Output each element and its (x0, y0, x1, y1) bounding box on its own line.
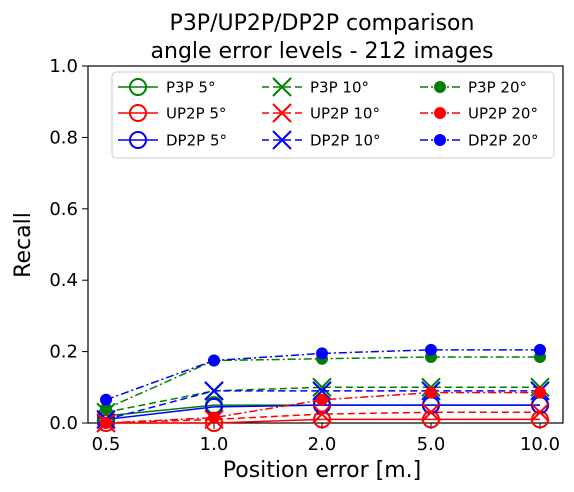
x-tick-label: 1.0 (200, 434, 229, 455)
legend-item: UP2P 10° (262, 103, 380, 123)
series-line (105, 411, 540, 424)
x-marker-stroke (312, 377, 332, 398)
data-point (534, 386, 546, 399)
data-point (208, 354, 220, 367)
legend-item: P3P 20° (420, 79, 527, 97)
series-up2p-20 (100, 386, 546, 429)
legend-label: UP2P 20° (468, 105, 538, 123)
data-point (421, 402, 441, 422)
x-tick-label: 5.0 (417, 434, 446, 455)
legend-marker (129, 131, 147, 149)
y-tick-label: 0.0 (49, 413, 78, 434)
legend-item: P3P 5° (118, 78, 215, 97)
x-marker-stroke (204, 381, 224, 401)
legend-item: P3P 10° (262, 77, 369, 97)
series-layer (96, 343, 550, 433)
legend-marker (434, 107, 446, 119)
x-marker-stroke (272, 77, 292, 97)
legend: P3P 5° UP2P 5° DP2P 5° P3P 10° UP2P 10° DP2P … (111, 71, 555, 159)
legend-label: DP2P 10° (310, 132, 381, 150)
data-point (208, 411, 220, 424)
legend-marker (272, 77, 292, 97)
series-line (105, 391, 540, 424)
data-point (312, 381, 332, 401)
data-point (204, 381, 224, 401)
y-tick-label: 0.8 (49, 127, 78, 148)
data-point (316, 347, 328, 360)
data-point (313, 410, 331, 429)
legend-label: P3P 5° (166, 79, 215, 97)
data-point (425, 386, 437, 399)
x-marker-stroke (272, 103, 292, 123)
legend-marker (272, 130, 292, 150)
legend-label: DP2P 5° (166, 132, 227, 150)
data-point (530, 402, 550, 422)
series-line (105, 386, 540, 414)
x-marker-stroke (272, 130, 292, 150)
legend-item: DP2P 10° (262, 130, 381, 150)
data-point (425, 343, 437, 356)
legend-item: DP2P 20° (420, 132, 539, 150)
y-tick-label: 0.2 (49, 342, 78, 363)
x-tick-label: 2.0 (308, 434, 337, 455)
x-tick-label: 10.0 (520, 434, 560, 455)
x-axis: 0.5 1.0 2.0 5.0 10.0 (92, 423, 560, 455)
y-tick-label: 0.6 (49, 199, 78, 220)
data-point (534, 343, 546, 356)
y-axis-label: Recall (11, 212, 36, 278)
x-tick-label: 0.5 (92, 434, 121, 455)
plot-frame (87, 65, 564, 424)
data-point (312, 404, 332, 424)
legend-label: P3P 10° (310, 79, 369, 97)
series-line (105, 349, 540, 401)
legend-label: P3P 20° (468, 79, 527, 97)
legend-marker (434, 81, 446, 93)
x-marker-stroke (421, 402, 441, 422)
legend-marker (129, 78, 147, 96)
data-point (100, 417, 112, 429)
legend-label: UP2P 5° (166, 105, 226, 123)
chart-title: P3P/UP2P/DP2P comparison (170, 11, 475, 36)
legend-label: UP2P 10° (310, 105, 380, 123)
series-line (106, 418, 540, 424)
x-marker-stroke (312, 404, 332, 424)
chart-subtitle: angle error levels - 212 images (151, 39, 494, 64)
y-tick-label: 1.0 (49, 56, 78, 77)
legend-label: DP2P 20° (468, 132, 539, 150)
y-axis: 0.0 0.2 0.4 0.6 0.8 1.0 (49, 56, 88, 434)
y-tick-label: 0.4 (49, 270, 78, 291)
x-axis-label: Position error [m.] (223, 458, 422, 483)
legend-item: DP2P 5° (118, 131, 227, 150)
legend-item: UP2P 5° (118, 104, 226, 123)
data-point (312, 377, 332, 398)
x-marker-stroke (530, 402, 550, 422)
data-point (100, 393, 112, 406)
legend-marker (129, 104, 147, 122)
legend-marker (272, 103, 292, 123)
data-point (316, 393, 328, 406)
x-marker-stroke (312, 381, 332, 401)
legend-marker (434, 134, 446, 146)
series-line (105, 390, 540, 421)
series-dp2p-20 (100, 343, 546, 406)
legend-item: UP2P 20° (420, 105, 538, 123)
